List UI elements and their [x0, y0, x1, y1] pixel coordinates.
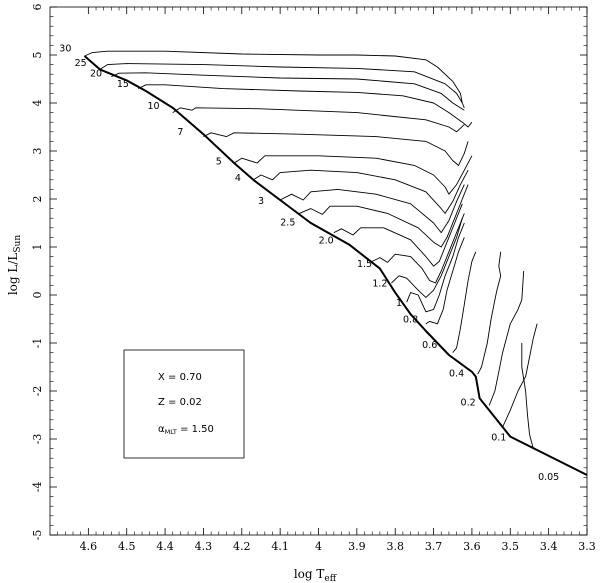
parameter-box: X = 0.70 Z = 0.02 αMLT = 1.50	[123, 349, 245, 459]
zams-line	[83, 55, 588, 476]
parameter-symbol: α	[158, 424, 165, 435]
y-tick-label: 4	[31, 100, 44, 107]
track-1-2-msun	[391, 218, 463, 298]
mass-label-0-8: 0.8	[403, 314, 418, 325]
x-tick-label: 3.9	[348, 540, 366, 553]
evolution-tracks	[84, 50, 538, 449]
track-2-0-msun	[333, 203, 463, 267]
track-0-1-msun	[502, 323, 538, 428]
mass-label-2-5: 2.5	[280, 217, 295, 228]
x-tick-label: 3.8	[386, 540, 404, 553]
parameter-line-3: αMLT = 1.50	[158, 424, 214, 436]
parameter-box-border	[123, 349, 245, 459]
mass-label-1-2: 1.2	[372, 278, 387, 289]
track-15-msun	[138, 84, 473, 128]
track-10-msun	[172, 107, 465, 133]
mass-label-2-0: 2.0	[319, 236, 334, 247]
x-tick-label: 4.1	[271, 540, 289, 553]
y-tick-label: -4	[31, 482, 44, 493]
track-4-msun	[253, 169, 469, 214]
x-tick-label: 3.4	[540, 540, 558, 553]
track-0-4-msun	[477, 251, 502, 375]
y-tick-label: 3	[31, 148, 44, 155]
parameter-subscript: MLT	[165, 428, 177, 436]
mass-label-5: 5	[216, 156, 222, 167]
mass-label-25: 25	[75, 58, 87, 69]
x-tick-label: 3.5	[502, 540, 520, 553]
zams-curve	[83, 55, 588, 476]
plot-border	[49, 6, 588, 536]
track-20-msun	[111, 72, 465, 111]
mass-label-3: 3	[258, 196, 264, 207]
x-tick-label: 4.2	[233, 540, 251, 553]
x-tick-label: 3.3	[578, 540, 596, 553]
y-tick-label: 0	[31, 292, 44, 299]
mass-label-0-05: 0.05	[538, 472, 559, 483]
track-1-msun	[406, 222, 465, 313]
mass-label-0-6: 0.6	[422, 340, 437, 351]
y-axis-title-sub: Sun	[13, 235, 23, 253]
track-7-msun	[203, 132, 469, 166]
y-tick-label: 2	[31, 196, 44, 203]
x-axis-title-main: log T	[294, 567, 325, 581]
track-0-2-msun	[488, 270, 525, 406]
x-tick-label: 4.3	[195, 540, 213, 553]
mass-label-0-2: 0.2	[461, 397, 476, 408]
track-0-8-msun	[425, 237, 465, 325]
parameter-value: = 1.50	[177, 424, 214, 435]
mass-label-1-5: 1.5	[357, 259, 372, 270]
x-axis-title: log Teff	[294, 567, 337, 583]
y-tick-label: 1	[31, 244, 44, 251]
track-0-6-msun	[452, 251, 477, 353]
y-tick-label: 6	[31, 4, 44, 11]
mass-label-4: 4	[235, 173, 241, 184]
mass-label-20: 20	[90, 69, 102, 80]
mass-label-15: 15	[117, 79, 129, 90]
track-25-msun	[99, 63, 463, 104]
x-tick-label: 3.6	[463, 540, 481, 553]
x-tick-label: 4	[315, 540, 322, 553]
plot-frame	[49, 6, 588, 536]
track-0-05-msun	[521, 343, 534, 449]
x-tick-label: 3.7	[425, 540, 443, 553]
track-1-5-msun	[372, 213, 465, 284]
mass-label-0-1: 0.1	[491, 432, 506, 443]
y-tick-label: -1	[31, 338, 44, 349]
track-5-msun	[233, 155, 473, 195]
parameter-symbol: Z = 0.02	[158, 397, 202, 408]
y-axis-title-main: log L/L	[6, 253, 20, 296]
track-2-5-msun	[299, 184, 469, 248]
x-axis-title-sub: eff	[324, 574, 336, 583]
x-tick-label: 4.6	[80, 540, 98, 553]
y-tick-label: 5	[31, 52, 44, 59]
y-tick-label: -3	[31, 434, 44, 445]
mass-label-7: 7	[177, 127, 183, 138]
mass-label-0-4: 0.4	[449, 369, 464, 380]
mass-label-10: 10	[148, 101, 160, 112]
x-tick-label: 4.5	[118, 540, 136, 553]
y-tick-label: -5	[31, 530, 44, 541]
track-30-msun	[84, 50, 465, 108]
parameter-line-1: X = 0.70	[158, 372, 202, 383]
y-axis-title: log L/LSun	[6, 235, 23, 296]
axis-ticks: 4.6 4.5 4.4 4.3 4.2 4.1 4 3.9 3.8 3.7 3.6 3.5 3.4 3.3…	[31, 4, 596, 554]
mass-label-30: 30	[59, 44, 71, 55]
track-3-msun	[279, 184, 465, 234]
parameter-line-2: Z = 0.02	[158, 397, 202, 408]
x-tick-label: 4.4	[156, 540, 174, 553]
y-tick-label: -2	[31, 386, 44, 397]
parameter-symbol: X = 0.70	[158, 372, 202, 383]
mass-label-1: 1	[396, 298, 402, 309]
